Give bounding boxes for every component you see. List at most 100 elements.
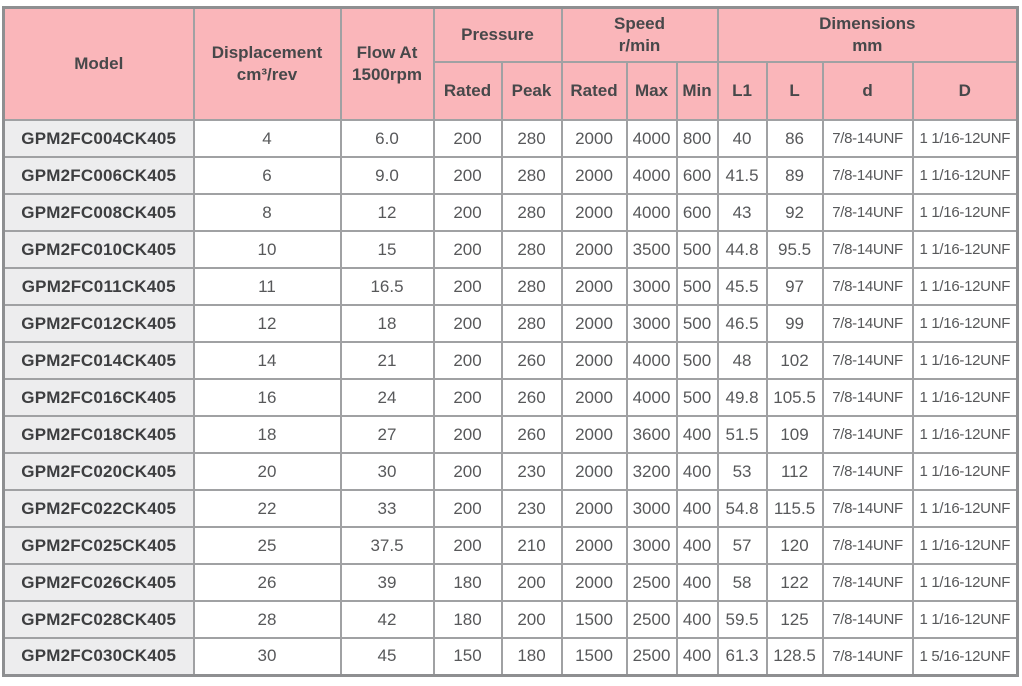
value-cell: 3500: [625, 230, 678, 269]
value-cell: 12: [339, 193, 435, 232]
value-cell: 99: [765, 304, 824, 343]
value-cell: 200: [432, 452, 503, 491]
value-cell: 2000: [560, 415, 628, 454]
header-line: Displacement: [211, 42, 323, 62]
value-cell: 3200: [625, 452, 678, 491]
value-cell: 39: [339, 563, 435, 602]
group-header-speed: Speed r/min: [560, 6, 719, 63]
table-row: GPM2FC026CK405 26 39 180 200 2000 2500 400 58 122…: [2, 563, 1019, 602]
value-cell: 150: [432, 637, 503, 676]
value-cell: 200: [432, 304, 503, 343]
value-cell: 400: [675, 526, 719, 565]
value-cell: 400: [675, 563, 719, 602]
table-row: GPM2FC012CK405 12 18 200 280 2000 3000 500 46.5 9…: [2, 304, 1019, 343]
value-cell: 97: [765, 267, 824, 306]
value-cell: 16: [192, 378, 342, 417]
value-cell: 1 1/16-12UNF: [911, 341, 1019, 380]
value-cell: 16.5: [339, 267, 435, 306]
model-cell: GPM2FC010CK405: [2, 230, 195, 269]
value-cell: 125: [765, 600, 824, 639]
value-cell: 7/8-14UNF: [821, 452, 914, 491]
value-cell: 200: [432, 267, 503, 306]
value-cell: 7/8-14UNF: [821, 600, 914, 639]
value-cell: 12: [192, 304, 342, 343]
value-cell: 14: [192, 341, 342, 380]
value-cell: 280: [500, 230, 563, 269]
value-cell: 25: [192, 526, 342, 565]
value-cell: 48: [716, 341, 768, 380]
value-cell: 2000: [560, 563, 628, 602]
value-cell: 260: [500, 378, 563, 417]
value-cell: 61.3: [716, 637, 768, 676]
value-cell: 180: [432, 563, 503, 602]
value-cell: 400: [675, 600, 719, 639]
value-cell: 10: [192, 230, 342, 269]
model-cell: GPM2FC026CK405: [2, 563, 195, 602]
value-cell: 600: [675, 193, 719, 232]
value-cell: 41.5: [716, 156, 768, 195]
value-cell: 58: [716, 563, 768, 602]
value-cell: 500: [675, 341, 719, 380]
value-cell: 1 1/16-12UNF: [911, 563, 1019, 602]
value-cell: 2000: [560, 156, 628, 195]
value-cell: 2000: [560, 452, 628, 491]
value-cell: 51.5: [716, 415, 768, 454]
model-cell: GPM2FC006CK405: [2, 156, 195, 195]
col-header-flow: Flow At 1500rpm: [339, 6, 435, 121]
value-cell: 1 1/16-12UNF: [911, 415, 1019, 454]
value-cell: 280: [500, 156, 563, 195]
value-cell: 7/8-14UNF: [821, 267, 914, 306]
header-group-row: Model Displacement cm³/rev Flow At 1500r…: [2, 6, 1019, 121]
value-cell: 122: [765, 563, 824, 602]
value-cell: 7/8-14UNF: [821, 415, 914, 454]
table-row: GPM2FC022CK405 22 33 200 230 2000 3000 400 54.8 1…: [2, 489, 1019, 528]
value-cell: 2500: [625, 563, 678, 602]
table-body: GPM2FC004CK405 4 6.0 200 280 2000 4000 800 40 86 7…: [2, 119, 1019, 676]
col-header-speed-max: Max: [625, 61, 678, 121]
value-cell: 230: [500, 452, 563, 491]
value-cell: 180: [432, 600, 503, 639]
value-cell: 28: [192, 600, 342, 639]
value-cell: 200: [432, 415, 503, 454]
value-cell: 8: [192, 193, 342, 232]
value-cell: 4: [192, 119, 342, 158]
value-cell: 24: [339, 378, 435, 417]
model-cell: GPM2FC020CK405: [2, 452, 195, 491]
header-line: 1500rpm: [352, 65, 422, 84]
value-cell: 260: [500, 341, 563, 380]
value-cell: 89: [765, 156, 824, 195]
value-cell: 128.5: [765, 637, 824, 676]
value-cell: 2000: [560, 378, 628, 417]
value-cell: 1 1/16-12UNF: [911, 230, 1019, 269]
value-cell: 4000: [625, 156, 678, 195]
model-cell: GPM2FC008CK405: [2, 193, 195, 232]
value-cell: 3000: [625, 526, 678, 565]
table-header: Model Displacement cm³/rev Flow At 1500r…: [2, 6, 1019, 121]
col-header-speed-min: Min: [675, 61, 719, 121]
value-cell: 43: [716, 193, 768, 232]
value-cell: 86: [765, 119, 824, 158]
value-cell: 21: [339, 341, 435, 380]
value-cell: 22: [192, 489, 342, 528]
value-cell: 7/8-14UNF: [821, 193, 914, 232]
value-cell: 7/8-14UNF: [821, 489, 914, 528]
value-cell: 600: [675, 156, 719, 195]
value-cell: 40: [716, 119, 768, 158]
col-header-pressure-rated: Rated: [432, 61, 503, 121]
value-cell: 9.0: [339, 156, 435, 195]
col-header-l1: L1: [716, 61, 768, 121]
value-cell: 2000: [560, 341, 628, 380]
table-row: GPM2FC020CK405 20 30 200 230 2000 3200 400 53 112…: [2, 452, 1019, 491]
value-cell: 6.0: [339, 119, 435, 158]
value-cell: 400: [675, 415, 719, 454]
value-cell: 92: [765, 193, 824, 232]
value-cell: 27: [339, 415, 435, 454]
value-cell: 6: [192, 156, 342, 195]
value-cell: 4000: [625, 341, 678, 380]
model-cell: GPM2FC012CK405: [2, 304, 195, 343]
table-row: GPM2FC008CK405 8 12 200 280 2000 4000 600 43 92 7/…: [2, 193, 1019, 232]
value-cell: 4000: [625, 193, 678, 232]
value-cell: 800: [675, 119, 719, 158]
col-header-d-small: d: [821, 61, 914, 121]
group-header-pressure: Pressure: [432, 6, 563, 63]
